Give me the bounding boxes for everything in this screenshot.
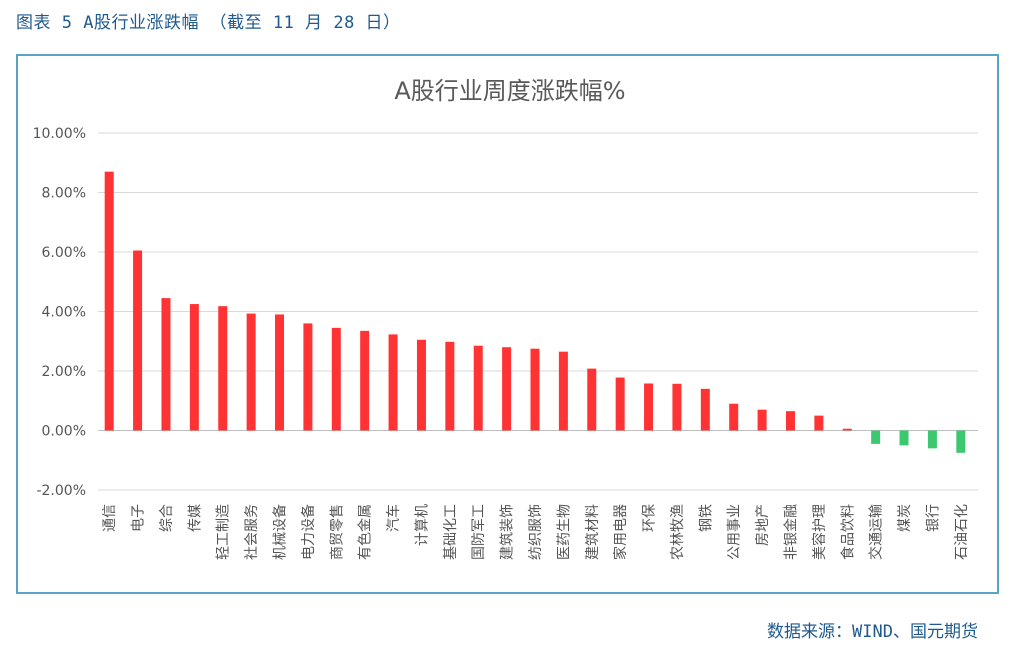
bar-传媒 [189,304,199,431]
category-label: 电子 [131,504,147,532]
bar-医药生物 [558,351,568,431]
bar-电力设备 [303,323,313,431]
bar-房地产 [757,409,767,431]
gridlines [98,132,978,491]
category-label: 房地产 [755,504,771,546]
bar-轻工制造 [218,306,228,431]
category-label: 钢铁 [698,504,714,532]
category-label: 非银金融 [783,504,799,560]
category-label: 计算机 [414,504,430,546]
category-label: 交通运输 [868,504,885,560]
bar-综合 [161,298,171,431]
bar-国防军工 [473,345,483,431]
bar-公用事业 [729,403,739,431]
y-tick-label: 4.00% [42,305,86,321]
category-label: 机械设备 [272,504,289,560]
y-tick-label: 10.00% [33,126,86,142]
category-label: 银行 [925,504,941,532]
category-label: 公用事业 [727,504,743,560]
category-label: 建筑材料 [585,504,601,560]
figure-caption: 图表 5 A股行业涨跌幅 （截至 11 月 28 日） [16,13,401,33]
bar-社会服务 [246,313,256,431]
category-label: 医药生物 [556,504,572,560]
bar-计算机 [416,339,426,431]
category-label: 农林牧渔 [670,504,686,560]
category-label: 电力设备 [300,504,317,560]
bar-银行 [927,430,937,449]
bar-钢铁 [700,388,710,431]
y-tick-label: 0.00% [42,424,86,440]
bar-通信 [104,171,114,431]
category-label: 美容护理 [811,504,828,560]
category-label: 石油石化 [954,504,970,560]
bar-建筑材料 [587,368,597,431]
category-label: 有色金属 [357,504,374,560]
category-label: 传媒 [187,504,203,532]
bar-交通运输 [871,430,881,444]
bar-纺织服饰 [530,348,540,431]
bar-电子 [133,250,143,431]
source-note: 数据来源：WIND、国元期货 [767,622,978,642]
bar-美容护理 [814,415,824,431]
category-label: 轻工制造 [216,504,232,560]
category-label: 汽车 [385,504,402,532]
bar-汽车 [388,334,398,431]
bar-机械设备 [275,314,285,431]
y-tick-label: 2.00% [42,364,86,380]
bar-环保 [644,383,654,431]
chart-title: A股行业周度涨跌幅% [394,77,625,105]
category-label: 通信 [102,504,118,532]
y-tick-label: -2.00% [36,483,86,499]
bar-基础化工 [445,341,455,431]
category-label: 国防军工 [471,504,487,560]
y-axis-tick-labels: -2.00% 0.00% 2.00% 4.00% 6.00% 8.00% 10.00% [33,126,86,499]
category-label: 煤炭 [897,504,913,532]
bar-家用电器 [615,377,625,431]
category-label: 家用电器 [612,504,629,560]
bar-农林牧渔 [672,383,682,431]
bar-有色金属 [360,330,370,431]
category-labels: 通信 电子 综合 传媒 轻工制造 社会服务 机械设备 电力设备 商贸零售 有色金属 汽车 计算机 基础化… [102,504,970,560]
category-label: 基础化工 [442,504,459,560]
category-label: 社会服务 [244,504,260,560]
y-tick-label: 6.00% [42,245,86,261]
category-label: 食品饮料 [839,504,856,560]
category-label: 环保 [642,504,658,532]
bar-商贸零售 [331,327,341,431]
bar-chart: A股行业周度涨跌幅% -2.00% 0.00% 2.00% 4.00% 6.00% 8.0… [33,77,978,560]
category-label: 纺织服饰 [528,504,544,560]
y-tick-label: 8.00% [42,186,86,202]
category-label: 综合 [159,504,175,532]
bar-石油石化 [956,430,966,453]
chart-frame: A股行业周度涨跌幅% -2.00% 0.00% 2.00% 4.00% 6.00% 8.0… [16,54,999,594]
bar-食品饮料 [842,428,852,431]
bar-非银金融 [785,411,795,431]
bars [104,171,966,453]
bar-建筑装饰 [502,347,512,431]
bar-煤炭 [899,430,909,446]
category-label: 建筑装饰 [500,504,516,560]
category-label: 商贸零售 [329,504,345,560]
